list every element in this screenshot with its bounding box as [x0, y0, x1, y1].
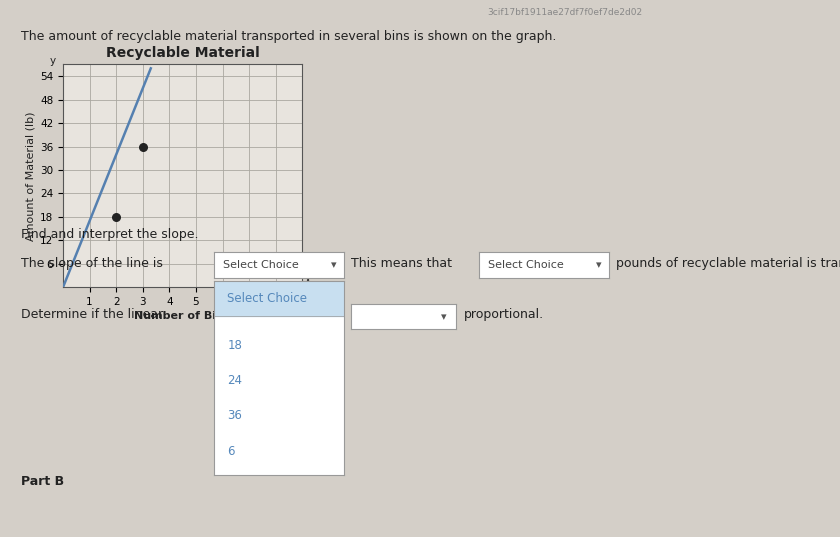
Point — [109, 213, 123, 221]
Text: 6: 6 — [228, 445, 234, 459]
Text: Select Choice: Select Choice — [228, 292, 307, 305]
Text: Find and interpret the slope.: Find and interpret the slope. — [21, 228, 198, 241]
Text: Select Choice: Select Choice — [223, 260, 299, 270]
Text: pounds of recyclable material is transported in each bin.: pounds of recyclable material is transpo… — [616, 257, 840, 270]
Text: 3cif17bf1911ae27df7f0ef7de2d02: 3cif17bf1911ae27df7f0ef7de2d02 — [487, 8, 643, 17]
Text: This means that: This means that — [351, 257, 452, 270]
X-axis label: Number of Bins: Number of Bins — [134, 311, 231, 321]
Text: y: y — [50, 56, 55, 67]
Title: Recyclable Material: Recyclable Material — [106, 47, 260, 61]
Text: The slope of the line is: The slope of the line is — [21, 257, 163, 270]
Text: 24: 24 — [228, 374, 242, 388]
Bar — [214, 281, 344, 316]
Y-axis label: Amount of Material (lb): Amount of Material (lb) — [26, 111, 36, 241]
Text: ▾: ▾ — [596, 260, 601, 270]
Text: proportional.: proportional. — [464, 308, 543, 321]
Text: Determine if the linear: Determine if the linear — [21, 308, 163, 321]
Text: ▾: ▾ — [331, 260, 337, 270]
Text: 36: 36 — [228, 409, 242, 423]
Text: Select Choice: Select Choice — [488, 260, 564, 270]
Text: ▾: ▾ — [441, 312, 446, 322]
Point — [136, 142, 150, 151]
Text: 18: 18 — [228, 339, 242, 352]
Text: Part B: Part B — [21, 475, 64, 488]
Text: The amount of recyclable material transported in several bins is shown on the gr: The amount of recyclable material transp… — [21, 30, 556, 42]
Text: x: x — [305, 275, 311, 285]
